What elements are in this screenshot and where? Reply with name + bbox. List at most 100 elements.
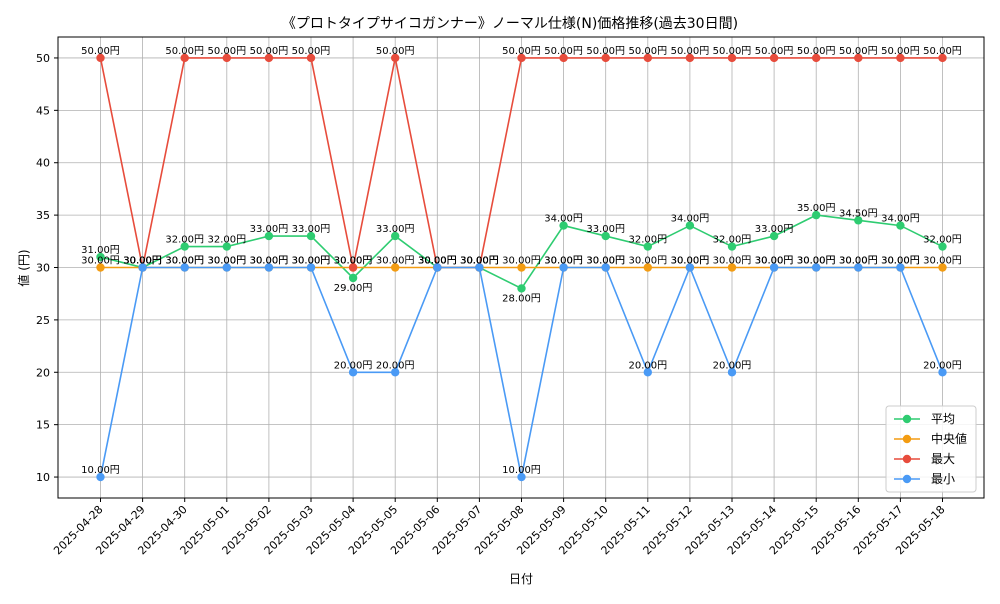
- data-label: 30.00円: [755, 256, 794, 267]
- data-label: 30.00円: [839, 256, 878, 267]
- data-label: 50.00円: [839, 46, 878, 57]
- data-label: 32.00円: [165, 235, 204, 246]
- data-point: [264, 231, 274, 241]
- data-label: 20.00円: [376, 360, 415, 371]
- data-label: 34.00円: [544, 214, 583, 225]
- data-label: 30.00円: [544, 256, 583, 267]
- data-point: [391, 263, 400, 272]
- data-label: 50.00円: [797, 46, 836, 57]
- data-label: 20.00円: [334, 360, 373, 371]
- data-point: [643, 368, 652, 377]
- data-label: 20.00円: [628, 360, 667, 371]
- data-label: 29.00円: [334, 283, 373, 294]
- data-label: 50.00円: [250, 46, 289, 57]
- data-label: 30.00円: [671, 256, 710, 267]
- data-label: 30.00円: [418, 256, 457, 267]
- legend-marker: [902, 454, 912, 464]
- data-label: 30.00円: [123, 256, 162, 267]
- data-point: [475, 263, 484, 272]
- data-label: 30.00円: [881, 256, 920, 267]
- data-label: 30.00円: [207, 256, 246, 267]
- data-label: 33.00円: [250, 224, 289, 235]
- data-label: 30.00円: [123, 256, 162, 267]
- data-point: [391, 53, 400, 63]
- data-label: 30.00円: [797, 256, 836, 267]
- data-label: 50.00円: [207, 46, 246, 57]
- data-point: [854, 53, 863, 63]
- y-tick-label: 10: [36, 471, 50, 484]
- data-point: [559, 53, 568, 63]
- legend-label: 中央値: [931, 431, 967, 446]
- data-point: [433, 263, 442, 272]
- data-point: [96, 252, 105, 262]
- legend-label: 最大: [931, 452, 955, 466]
- data-label: 30.00円: [460, 256, 499, 267]
- data-point: [685, 53, 695, 63]
- data-label: 30.00円: [292, 256, 331, 267]
- legend-label: 最小: [931, 472, 955, 486]
- data-label: 10.00円: [502, 465, 541, 476]
- data-label: 30.00円: [671, 256, 710, 267]
- data-point: [222, 263, 231, 272]
- data-label: 33.00円: [755, 224, 794, 235]
- data-label: 33.00円: [292, 224, 331, 235]
- data-point: [348, 368, 358, 377]
- data-label: 31.00円: [81, 245, 120, 256]
- data-label: 30.00円: [250, 256, 289, 267]
- data-point: [96, 472, 105, 482]
- y-axis-label: 値 (円): [16, 249, 31, 286]
- data-point: [938, 263, 947, 272]
- data-point: [727, 242, 737, 251]
- data-label: 30.00円: [628, 256, 667, 267]
- data-label: 30.00円: [123, 256, 162, 267]
- data-point: [727, 53, 737, 63]
- y-tick-label: 50: [36, 52, 50, 65]
- data-point: [559, 263, 568, 272]
- data-point: [812, 210, 821, 220]
- legend-entry: 最小: [894, 472, 955, 486]
- data-point: [896, 53, 905, 63]
- data-label: 30.00円: [81, 256, 120, 267]
- data-point: [769, 231, 779, 241]
- data-point: [727, 368, 737, 377]
- data-point: [938, 242, 947, 251]
- data-point: [685, 221, 695, 230]
- data-label: 32.00円: [628, 235, 667, 246]
- data-point: [769, 263, 779, 272]
- data-point: [391, 368, 400, 377]
- axes: 1015202530354045502025-04-282025-04-2920…: [36, 52, 948, 557]
- data-point: [306, 231, 316, 241]
- x-axis-label: 日付: [509, 572, 533, 586]
- data-label: 34.00円: [881, 214, 920, 225]
- data-label: 35.00円: [797, 203, 836, 214]
- data-point: [685, 263, 695, 272]
- data-label: 30.00円: [923, 256, 962, 267]
- data-label: 30.00円: [165, 256, 204, 267]
- data-label: 30.00円: [123, 256, 162, 267]
- data-label: 34.00円: [671, 214, 710, 225]
- data-label: 28.00円: [502, 293, 541, 304]
- data-label: 50.00円: [881, 46, 920, 57]
- data-label: 20.00円: [713, 360, 752, 371]
- data-label: 30.00円: [544, 256, 583, 267]
- y-tick-label: 15: [36, 419, 50, 432]
- data-point: [601, 263, 610, 272]
- y-tick-label: 40: [36, 157, 50, 170]
- data-label: 32.00円: [207, 235, 246, 246]
- data-point: [517, 284, 526, 293]
- data-label: 50.00円: [81, 46, 120, 57]
- data-point: [938, 53, 947, 63]
- data-label: 50.00円: [713, 46, 752, 57]
- data-label: 50.00円: [376, 46, 415, 57]
- data-point: [938, 368, 947, 377]
- series-layer: [96, 53, 947, 482]
- data-label: 30.00円: [418, 256, 457, 267]
- data-point: [854, 263, 863, 272]
- data-label: 30.00円: [881, 256, 920, 267]
- data-point: [727, 263, 737, 272]
- data-label: 50.00円: [544, 46, 583, 57]
- legend-marker: [902, 434, 912, 444]
